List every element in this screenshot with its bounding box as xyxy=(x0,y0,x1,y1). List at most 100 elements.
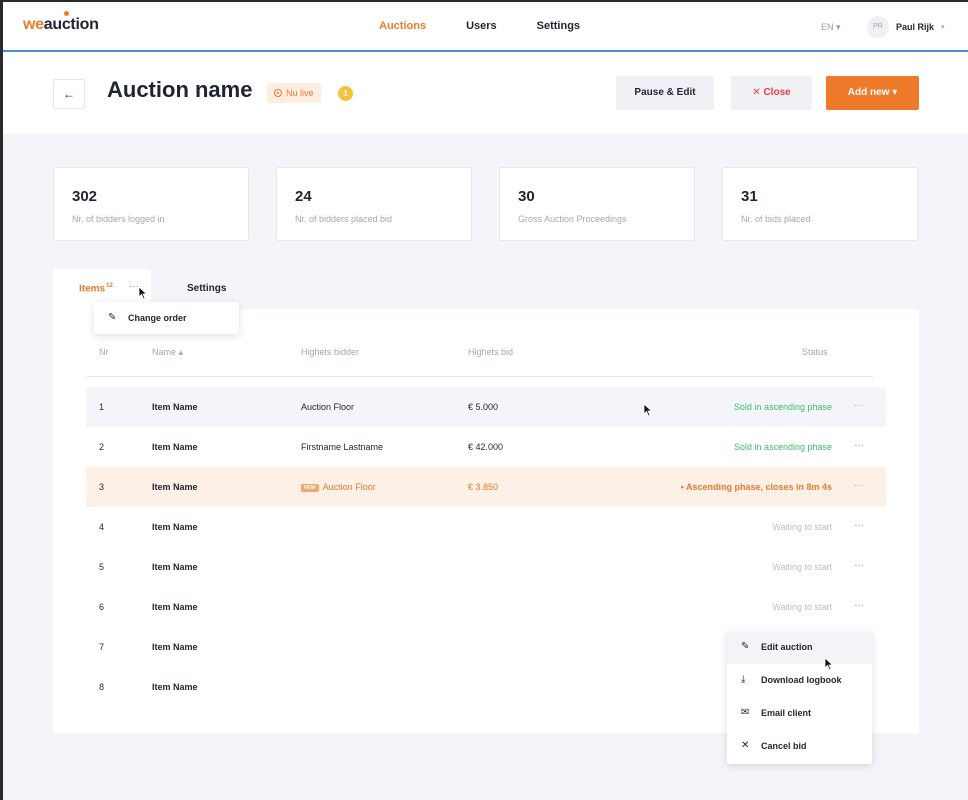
more-options-icon[interactable]: ··· xyxy=(854,440,864,451)
more-options-icon[interactable]: ··· xyxy=(854,600,864,611)
nav-link-auctions[interactable]: Auctions xyxy=(379,20,427,32)
cell-status: Waiting to start xyxy=(772,562,832,572)
status-badge-label: Nu live xyxy=(286,88,314,98)
nav-link-settings[interactable]: Settings xyxy=(536,20,581,32)
back-button[interactable]: ← xyxy=(53,79,85,109)
close-button[interactable]: ✕ Close xyxy=(731,76,812,110)
menu-item-label: Cancel bid xyxy=(761,741,807,751)
page-title: Auction name xyxy=(107,77,253,102)
column-header-bidder: Highets bidder xyxy=(301,347,360,357)
status-badge: Nu live xyxy=(267,83,321,103)
pause-edit-button[interactable]: Pause & Edit xyxy=(616,76,714,110)
more-options-icon[interactable]: ··· xyxy=(854,400,864,411)
language-selector[interactable]: EN ▾ xyxy=(821,22,841,32)
column-header-nr: Nr xyxy=(99,347,109,357)
stat-label: Nr. of bids placed xyxy=(741,214,811,224)
items-table-panel: Nr Name ▴ Highets bidder Highets bid Sta… xyxy=(53,309,919,733)
table-row[interactable]: 5 Item Name Waiting to start ··· xyxy=(86,547,886,587)
cell-name: Item Name xyxy=(152,442,198,452)
cell-name: Item Name xyxy=(152,522,198,532)
stat-value: 31 xyxy=(741,188,758,205)
column-header-status: Status xyxy=(802,347,828,357)
cell-bidder: NEW Auction Floor xyxy=(301,482,376,492)
cell-nr: 5 xyxy=(99,562,105,572)
table-row[interactable]: 4 Item Name Waiting to start ··· xyxy=(86,507,886,547)
notification-count-badge[interactable]: 1 xyxy=(338,86,353,101)
stat-card-gross-proceedings: 30 Gross Auction Proceedings xyxy=(499,167,695,241)
cell-bidder: Firstname Lastname xyxy=(301,442,383,452)
cell-name: Item Name xyxy=(152,602,198,612)
menu-item-label: Change order xyxy=(128,313,187,323)
new-badge: NEW xyxy=(301,484,319,492)
cell-name: Item Name xyxy=(152,482,198,492)
logo-we: we xyxy=(23,16,44,33)
arrow-left-icon: ← xyxy=(63,87,75,101)
cell-nr: 3 xyxy=(99,482,105,492)
tab-items-label[interactable]: Items12 xyxy=(79,283,113,294)
mouse-cursor-icon xyxy=(138,286,148,300)
stat-card-bidders-placed-bid: 24 Nr. of bidders placed bid xyxy=(276,167,472,241)
logo[interactable]: we auction xyxy=(23,11,99,34)
stat-value: 24 xyxy=(295,188,312,205)
more-options-icon[interactable]: ··· xyxy=(854,520,864,531)
order-menu: ✎ Change order xyxy=(94,302,239,334)
table-row[interactable]: 3 Item Name NEW Auction Floor € 3.850 • Ascen… xyxy=(86,467,886,507)
stat-value: 30 xyxy=(518,188,535,205)
menu-item-label: Edit auction xyxy=(761,642,813,652)
tab-settings[interactable]: Settings xyxy=(187,283,227,294)
cell-bidder: Auction Floor xyxy=(301,402,354,412)
cell-bidder-text: Firstname Lastname xyxy=(301,442,384,452)
pencil-icon: ✎ xyxy=(741,641,750,652)
cell-status: Waiting to start xyxy=(772,522,832,532)
table-row[interactable]: 6 Item Name Waiting to start ··· xyxy=(86,587,886,627)
cell-nr: 8 xyxy=(99,682,105,692)
cell-bid: € 5.000 xyxy=(468,402,499,412)
row-actions-menu: ✎ Edit auction ⤓ Download logbook ✉ Emai… xyxy=(727,630,872,764)
avatar[interactable]: PR xyxy=(867,16,889,38)
chevron-down-icon[interactable]: ▾ xyxy=(941,24,945,31)
menu-item-cancel-bid[interactable]: ✕ Cancel bid xyxy=(727,730,872,763)
tab-items-text: Items xyxy=(79,283,106,295)
cell-nr: 7 xyxy=(99,642,105,652)
stat-card-bids-placed: 31 Nr. of bids placed xyxy=(722,167,918,241)
logo-dot xyxy=(63,11,69,16)
cell-status: • Ascending phase, closes in 8m 4s xyxy=(680,482,832,492)
menu-item-download-logbook[interactable]: ⤓ Download logbook xyxy=(727,664,872,697)
menu-item-edit-auction[interactable]: ✎ Edit auction xyxy=(727,631,872,664)
cell-name: Item Name xyxy=(152,642,198,652)
cell-bidder-text: Auction Floor xyxy=(322,482,376,492)
more-options-icon[interactable]: ··· xyxy=(854,480,864,491)
table-row[interactable]: 2 Item Name Firstname Lastname € 42.000 Sold… xyxy=(86,427,886,467)
stat-label: Nr. of bidders logged in xyxy=(72,214,165,224)
column-header-bid: Highets bid xyxy=(468,347,514,357)
user-name[interactable]: Paul Rijk xyxy=(896,22,935,32)
table-row[interactable]: 1 Item Name Auction Floor € 5.000 Sold in as… xyxy=(86,387,886,427)
more-options-icon[interactable]: ··· xyxy=(129,281,139,292)
cell-nr: 1 xyxy=(99,402,105,412)
column-header-name[interactable]: Name ▴ xyxy=(152,347,184,357)
pencil-icon: ✎ xyxy=(108,312,117,323)
close-icon: ✕ xyxy=(741,740,750,751)
logo-auction-text: auction xyxy=(43,16,99,33)
cell-bidder-text: Auction Floor xyxy=(301,402,355,412)
cell-status: Waiting to start xyxy=(772,602,832,612)
page-header: ← Auction name Nu live 1 Pause & Edit ✕ … xyxy=(3,52,968,134)
cell-name: Item Name xyxy=(152,562,198,572)
cell-bid: € 3.850 xyxy=(468,482,499,492)
nav-link-users[interactable]: Users xyxy=(466,20,497,32)
menu-item-email-client[interactable]: ✉ Email client xyxy=(727,697,872,730)
more-options-icon[interactable]: ··· xyxy=(854,560,864,571)
menu-item-change-order[interactable]: ✎ Change order xyxy=(94,302,239,334)
cell-nr: 4 xyxy=(99,522,105,532)
cell-nr: 6 xyxy=(99,602,105,612)
mail-icon: ✉ xyxy=(741,707,750,718)
menu-item-label: Email client xyxy=(761,708,812,718)
cell-nr: 2 xyxy=(99,442,105,452)
mouse-cursor-icon xyxy=(824,657,834,671)
cell-status: Sold in ascending phase xyxy=(733,402,832,412)
mouse-cursor-icon xyxy=(643,403,653,417)
download-icon: ⤓ xyxy=(741,674,746,685)
stat-card-bidders-logged-in: 302 Nr. of bidders logged in xyxy=(53,167,249,241)
add-new-button[interactable]: Add new ▾ xyxy=(826,76,919,110)
